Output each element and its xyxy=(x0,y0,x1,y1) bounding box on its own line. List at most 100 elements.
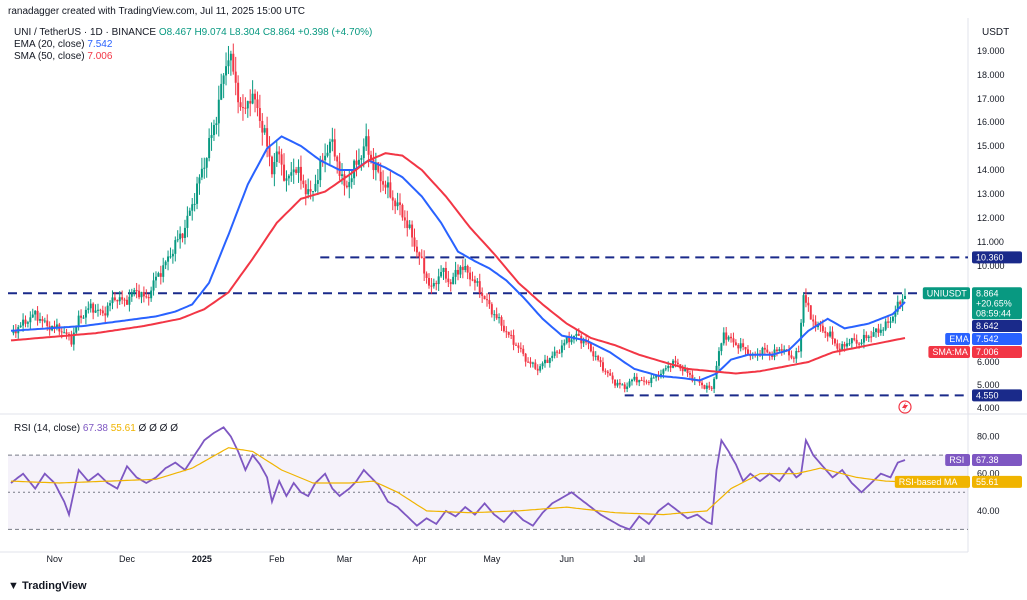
candle-body xyxy=(101,310,104,314)
candle-body xyxy=(609,373,612,376)
candle-body xyxy=(725,332,728,340)
symbol-legend[interactable]: UNI / TetherUS · 1D · BINANCE O8.467 H9.… xyxy=(14,27,372,38)
candle-body xyxy=(635,376,638,383)
tradingview-logo: ▼ TradingView xyxy=(8,580,87,592)
candle-body xyxy=(720,343,723,352)
candle-body xyxy=(377,162,380,172)
lightning-icon[interactable] xyxy=(898,400,912,414)
candle-body xyxy=(225,66,228,76)
candle-body xyxy=(384,184,387,188)
candle-body xyxy=(125,299,128,305)
candle-body xyxy=(430,285,433,287)
candle-body xyxy=(674,360,677,363)
last-price-tag-label: UNIUSDT xyxy=(927,288,968,298)
candle-body xyxy=(128,296,131,305)
candle-body xyxy=(524,353,527,362)
candle-body xyxy=(461,266,464,270)
rsi-ma-price-tag-label-box xyxy=(894,475,970,488)
resistance-price-tag[interactable]: 10.360 xyxy=(972,251,1022,264)
candle-body xyxy=(527,361,530,363)
level-price-tag[interactable]: 8.642 xyxy=(972,320,1022,332)
last-price-tag-value-box xyxy=(972,287,1022,320)
rsi-line[interactable] xyxy=(10,426,906,531)
candle-body xyxy=(722,332,725,344)
candle-body xyxy=(123,299,126,301)
candle-body xyxy=(507,331,510,335)
candle-body xyxy=(26,322,29,324)
candle-body xyxy=(498,317,501,319)
candle-body xyxy=(241,107,244,109)
candle-body xyxy=(766,349,769,353)
candle-body xyxy=(594,355,597,357)
candle-body xyxy=(183,227,186,238)
candle-body xyxy=(553,351,556,356)
candle-body xyxy=(471,279,474,281)
sma-price-tag-value: 7.006 xyxy=(976,347,999,357)
candle-body xyxy=(394,200,397,207)
candle-body xyxy=(870,336,873,338)
candle-body xyxy=(616,382,619,386)
candle-body xyxy=(210,135,213,138)
candle-body xyxy=(24,319,27,324)
ema-price-tag[interactable]: EMA 7.542 xyxy=(945,333,1022,345)
candle-body xyxy=(391,197,394,201)
candle-body xyxy=(570,339,573,343)
candle-body xyxy=(343,174,346,186)
rsi-ma-line[interactable] xyxy=(10,447,906,516)
ema-legend[interactable]: EMA (20, close) 7.542 xyxy=(14,39,112,50)
rsi-legend-label: RSI (14, close) xyxy=(14,423,81,434)
candle-body xyxy=(512,335,515,345)
currency-label: USDT xyxy=(982,27,1010,38)
candle-body xyxy=(442,267,445,272)
candle-body xyxy=(575,333,578,336)
candle-body xyxy=(502,325,505,332)
candle-body xyxy=(275,151,278,162)
candle-body xyxy=(152,280,155,291)
candle-body xyxy=(411,224,414,238)
candle-body xyxy=(565,337,568,343)
candle-body xyxy=(833,338,836,344)
candle-body xyxy=(488,300,491,305)
sma-legend[interactable]: SMA (50, close) 7.006 xyxy=(14,51,112,62)
support-price-tag[interactable]: 4.550 xyxy=(972,389,1022,402)
candle-body xyxy=(94,310,97,313)
candle-body xyxy=(326,152,329,156)
candle-body xyxy=(676,362,679,365)
candle-body xyxy=(203,167,206,169)
rsi-ma-price-tag[interactable]: RSI-based MA 55.61 xyxy=(894,475,1022,488)
candle-body xyxy=(454,269,457,277)
candle-body xyxy=(205,158,208,168)
ema-line[interactable] xyxy=(10,135,906,382)
candle-body xyxy=(563,342,566,346)
symbol-title: UNI / TetherUS · 1D · BINANCE xyxy=(14,27,157,38)
sma-legend-value: 7.006 xyxy=(87,51,113,62)
candle-body xyxy=(551,355,554,358)
candle-body xyxy=(473,279,476,283)
last-price-tag-extra: +20.65% xyxy=(976,298,1012,308)
candle-body xyxy=(87,308,90,310)
candle-body xyxy=(853,338,856,340)
candle-body xyxy=(249,101,252,104)
sma-price-tag[interactable]: SMA:MA 7.006 xyxy=(928,346,1022,358)
rsi-price-tag[interactable]: RSI 67.38 xyxy=(945,454,1022,467)
candle-body xyxy=(77,315,80,326)
last-price-tag[interactable]: UNIUSDT 8.864+20.65%08:59:44 xyxy=(922,287,1022,320)
sma-line[interactable] xyxy=(10,152,906,375)
candle-body xyxy=(65,332,68,334)
candle-body xyxy=(251,93,254,104)
sma-price-tag-label: SMA:MA xyxy=(932,347,968,357)
candle-body xyxy=(135,290,138,292)
rsi-legend[interactable]: RSI (14, close) 67.38 55.61 Ø Ø Ø Ø xyxy=(14,423,178,434)
candle-body xyxy=(212,125,215,136)
candle-body xyxy=(703,385,706,389)
candle-body xyxy=(746,349,749,356)
time-tick-label: Apr xyxy=(412,554,426,564)
rsi-legend-extra: Ø Ø Ø Ø xyxy=(138,423,178,434)
rsi-ma-price-tag-label: RSI-based MA xyxy=(899,477,958,487)
candle-body xyxy=(227,60,230,67)
candle-body xyxy=(336,156,339,162)
candle-body xyxy=(84,309,87,318)
candle-body xyxy=(167,256,170,262)
candle-body xyxy=(686,369,689,374)
